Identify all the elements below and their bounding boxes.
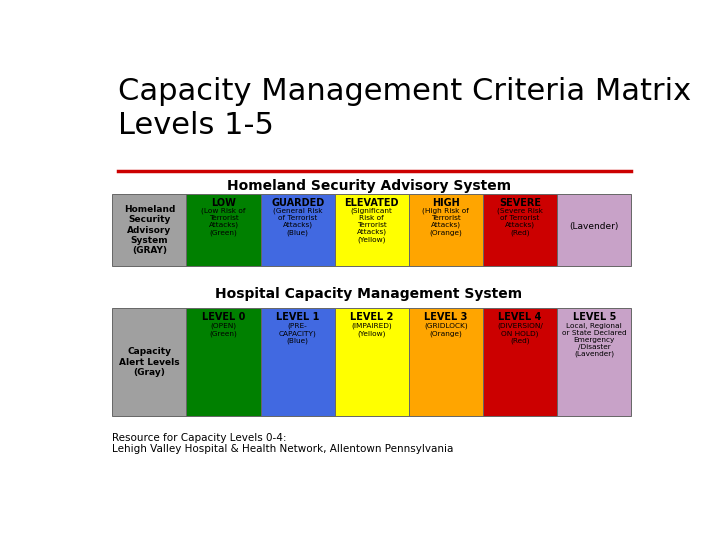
Text: Homeland Security Advisory System: Homeland Security Advisory System [227, 179, 511, 193]
FancyBboxPatch shape [409, 308, 483, 416]
Text: Local, Regional
or State Declared
Emergency
/Disaster
(Lavender): Local, Regional or State Declared Emerge… [562, 322, 626, 357]
Text: (Lavender): (Lavender) [570, 222, 619, 231]
Text: (IMPAIRED)
(Yellow): (IMPAIRED) (Yellow) [351, 322, 392, 336]
Text: (PRE-
CAPACITY)
(Blue): (PRE- CAPACITY) (Blue) [279, 322, 317, 344]
Text: ELEVATED: ELEVATED [345, 198, 399, 208]
Text: GUARDED: GUARDED [271, 198, 324, 208]
Text: SEVERE: SEVERE [499, 198, 541, 208]
Text: (Low Risk of
Terrorist
Attacks)
(Green): (Low Risk of Terrorist Attacks) (Green) [202, 207, 246, 236]
Text: Resource for Capacity Levels 0-4:
Lehigh Valley Hospital & Health Network, Allen: Resource for Capacity Levels 0-4: Lehigh… [112, 433, 454, 454]
FancyBboxPatch shape [261, 194, 335, 266]
Text: (Severe Risk
of Terrorist
Attacks)
(Red): (Severe Risk of Terrorist Attacks) (Red) [497, 207, 543, 236]
FancyBboxPatch shape [112, 308, 186, 416]
Text: LEVEL 2: LEVEL 2 [350, 312, 393, 322]
Text: LEVEL 4: LEVEL 4 [498, 312, 541, 322]
FancyBboxPatch shape [409, 194, 483, 266]
Text: LEVEL 5: LEVEL 5 [572, 312, 616, 322]
Text: Hospital Capacity Management System: Hospital Capacity Management System [215, 287, 523, 301]
Text: (OPEN)
(Green): (OPEN) (Green) [210, 322, 238, 336]
FancyBboxPatch shape [186, 308, 261, 416]
FancyBboxPatch shape [483, 194, 557, 266]
Text: (DIVERSION/
ON HOLD)
(Red): (DIVERSION/ ON HOLD) (Red) [497, 322, 543, 344]
Text: HIGH: HIGH [432, 198, 460, 208]
Text: LEVEL 3: LEVEL 3 [424, 312, 467, 322]
FancyBboxPatch shape [261, 308, 335, 416]
FancyBboxPatch shape [557, 194, 631, 266]
Text: LEVEL 1: LEVEL 1 [276, 312, 320, 322]
FancyBboxPatch shape [112, 194, 186, 266]
FancyBboxPatch shape [335, 194, 409, 266]
Text: LOW: LOW [211, 198, 236, 208]
Text: (High Risk of
Terrorist
Attacks)
(Orange): (High Risk of Terrorist Attacks) (Orange… [423, 207, 469, 236]
FancyBboxPatch shape [186, 194, 261, 266]
Text: (GRIDLOCK)
(Orange): (GRIDLOCK) (Orange) [424, 322, 468, 336]
Text: LEVEL 0: LEVEL 0 [202, 312, 246, 322]
Text: Homeland
Security
Advisory
System
(GRAY): Homeland Security Advisory System (GRAY) [124, 205, 175, 255]
Text: (Significant
Risk of
Terrorist
Attacks)
(Yellow): (Significant Risk of Terrorist Attacks) … [351, 207, 392, 243]
Text: Capacity Management Criteria Matrix
Levels 1-5: Capacity Management Criteria Matrix Leve… [118, 77, 691, 140]
FancyBboxPatch shape [335, 308, 409, 416]
Text: (General Risk
of Terrorist
Attacks)
(Blue): (General Risk of Terrorist Attacks) (Blu… [273, 207, 323, 236]
Text: Capacity
Alert Levels
(Gray): Capacity Alert Levels (Gray) [119, 347, 180, 377]
FancyBboxPatch shape [557, 308, 631, 416]
FancyBboxPatch shape [483, 308, 557, 416]
